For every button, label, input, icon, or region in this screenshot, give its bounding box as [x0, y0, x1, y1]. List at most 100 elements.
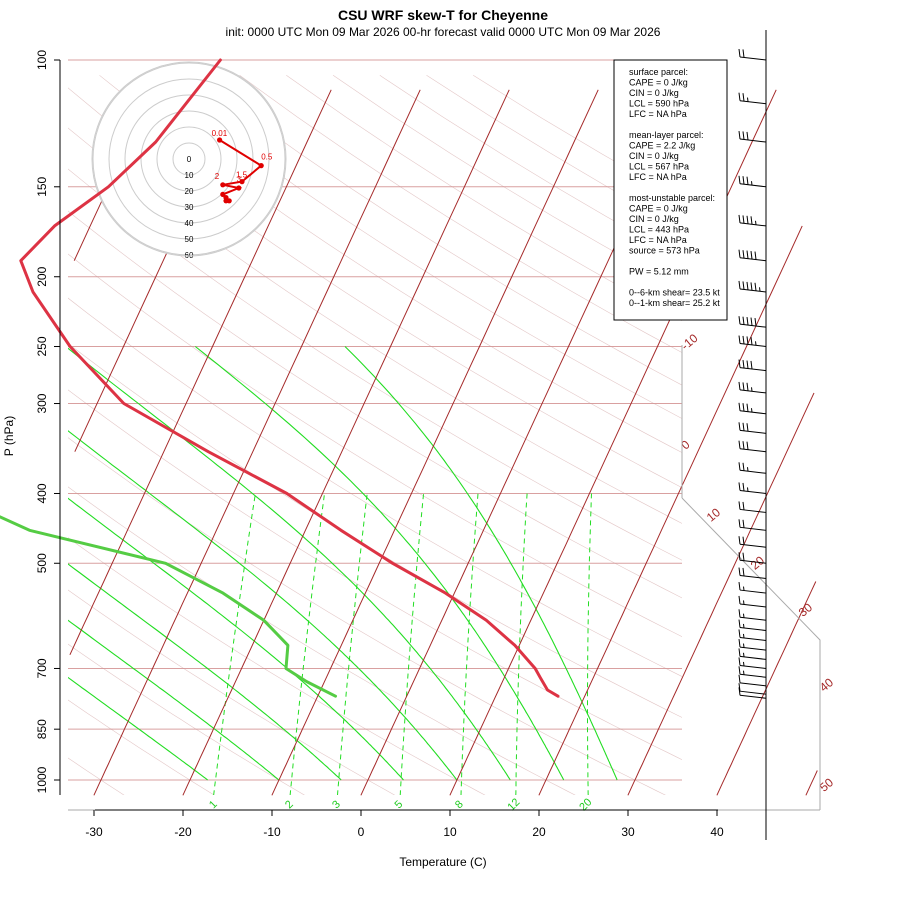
- wind-barb-flag: [738, 92, 741, 101]
- moist-adiabat: [68, 563, 342, 781]
- wind-barb-flag: [746, 336, 749, 345]
- wind-barb-flag: [750, 282, 753, 291]
- wind-barb-staff: [739, 543, 767, 548]
- x-tick-label: -10: [263, 825, 281, 839]
- wind-barb: [738, 48, 767, 61]
- info-line: surface parcel:: [629, 67, 688, 77]
- wind-barb-flag: [742, 215, 745, 224]
- y-tick-label: 100: [35, 50, 49, 70]
- wind-barb-flag: [750, 360, 753, 370]
- y-tick-label: 200: [35, 266, 49, 286]
- wind-barb-staff: [739, 489, 767, 494]
- wind-barb-flag: [738, 609, 741, 618]
- wind-barb-staff: [739, 288, 767, 293]
- y-axis-label: P (hPa): [2, 416, 16, 456]
- wind-barb-staff: [739, 222, 767, 227]
- hodograph-ring-label: 30: [185, 203, 194, 212]
- hodograph-point-label: 2: [215, 172, 220, 181]
- wind-barb-staff: [739, 694, 767, 699]
- wind-barb-staff: [739, 56, 767, 61]
- wind-barb-flag: [746, 441, 749, 450]
- mixing-ratio-label: 12: [505, 796, 522, 813]
- wind-barb-flag: [738, 674, 741, 683]
- wind-barb: [738, 501, 767, 513]
- moist-adiabat: [194, 346, 565, 781]
- wind-barb-flag: [738, 595, 741, 605]
- wind-barb-staff: [739, 526, 767, 531]
- wind-barb-flag: [742, 49, 745, 58]
- wind-barb-flag: [742, 131, 745, 140]
- wind-barb-flag: [742, 316, 745, 325]
- wind-barb-flag: [738, 567, 741, 576]
- wind-barb-staff: [739, 682, 767, 687]
- info-line: most-unstable parcel:: [629, 193, 715, 203]
- wind-barb: [738, 316, 767, 328]
- isotherm-line: [360, 89, 688, 796]
- x-tick-label: 30: [621, 825, 635, 839]
- wind-barb-flag: [742, 335, 745, 345]
- moist-adiabat: [68, 430, 458, 781]
- dry-adiabat: [99, 75, 682, 453]
- y-tick-label: 400: [35, 483, 49, 503]
- wind-barb-flag: [742, 519, 745, 528]
- wind-barb-flag: [742, 441, 745, 450]
- x-tick-label: 0: [358, 825, 365, 839]
- wind-barb-flag: [742, 482, 745, 492]
- wind-barb: [738, 595, 767, 608]
- wind-barb-half-flag: [751, 387, 753, 392]
- wind-barb: [738, 567, 767, 580]
- wind-barb-flag: [738, 552, 741, 561]
- info-line: PW = 5.12 mm: [629, 267, 689, 277]
- info-line: LCL = 567 hPa: [629, 162, 689, 172]
- info-line: mean-layer parcel:: [629, 130, 704, 140]
- hodograph-ring-label: 40: [185, 219, 194, 228]
- hodograph-point: [258, 163, 264, 169]
- hodograph-outer-ring: [91, 61, 287, 257]
- mixing-ratio-line: [460, 493, 479, 795]
- wind-barb-flag: [746, 360, 749, 369]
- hodograph-point-label: 3: [237, 175, 242, 184]
- dry-adiabat: [68, 537, 486, 795]
- wind-barb: [738, 402, 767, 415]
- wind-barb: [738, 619, 767, 632]
- wind-barb: [738, 280, 767, 293]
- wind-barb-staff: [739, 343, 767, 348]
- wind-barb-staff: [739, 469, 767, 474]
- dry-adiabat: [68, 297, 682, 677]
- mixing-ratio-label: 1: [207, 798, 220, 811]
- isotherm-line: [93, 89, 421, 796]
- isotherm-line: [627, 392, 815, 796]
- right-frame-edge: [681, 497, 821, 810]
- info-line: LCL = 590 hPa: [629, 99, 689, 109]
- wind-barb: [738, 666, 767, 678]
- wind-barb-flag: [738, 536, 741, 545]
- isotherm-label: 10: [704, 505, 723, 525]
- wind-barb-flag: [754, 251, 757, 260]
- dry-adiabat: [68, 210, 682, 599]
- wind-barb: [738, 249, 767, 262]
- sounding-traces: [0, 58, 560, 698]
- temperature-trace: [19, 58, 560, 698]
- wind-barb: [738, 130, 767, 143]
- dry-adiabat: [146, 75, 682, 419]
- info-line: 0--6-km shear= 23.5 kt: [629, 288, 720, 298]
- wind-barb-staff: [739, 323, 767, 328]
- hodograph-point: [220, 182, 226, 188]
- wind-barb-flag: [746, 423, 749, 432]
- wind-barb-flag: [738, 422, 741, 431]
- wind-barb: [738, 609, 767, 621]
- wind-barb: [738, 359, 767, 372]
- wind-barb-half-flag: [747, 97, 749, 102]
- wind-barb: [738, 552, 767, 564]
- y-tick-label: 150: [35, 176, 49, 196]
- wind-barb-staff: [739, 410, 767, 415]
- wind-barb-staff: [739, 575, 767, 580]
- x-tick-label: 10: [443, 825, 457, 839]
- mixing-ratio-group: [213, 493, 592, 795]
- wind-barb-staff: [739, 508, 767, 513]
- mixing-ratio-line: [337, 493, 368, 795]
- wind-barb-flag: [738, 462, 741, 471]
- x-axis-ticks: -30 -20 -10 0 10 20 30 40: [85, 809, 724, 839]
- wind-barb-flag: [738, 648, 741, 657]
